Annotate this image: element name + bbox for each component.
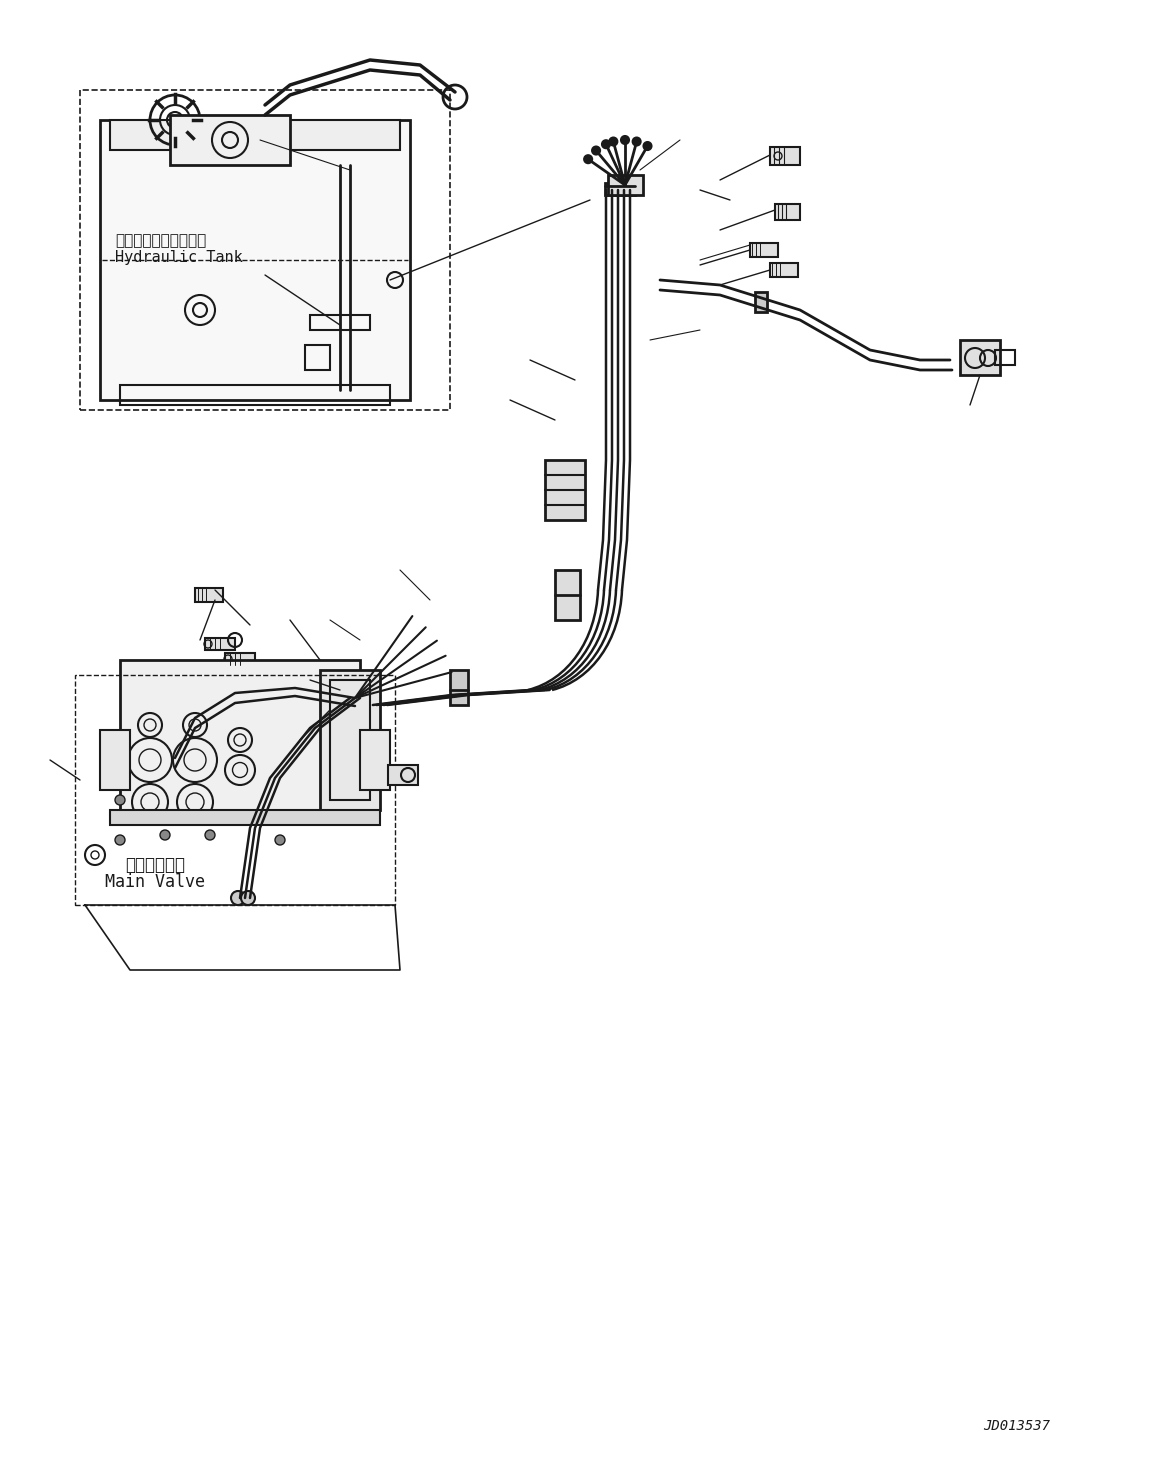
Circle shape <box>609 137 618 146</box>
Bar <box>770 147 800 165</box>
Bar <box>170 115 290 165</box>
Circle shape <box>115 835 124 845</box>
Bar <box>545 460 585 520</box>
Bar <box>755 292 768 312</box>
Bar <box>224 653 255 664</box>
Text: ハイドロリックタンク: ハイドロリックタンク <box>115 234 206 248</box>
Text: メインバルブ: メインバルブ <box>124 856 185 875</box>
Bar <box>120 660 361 821</box>
Bar <box>120 385 390 404</box>
Bar <box>80 91 450 410</box>
Bar <box>775 204 800 220</box>
Text: Main Valve: Main Valve <box>105 873 205 891</box>
Bar <box>996 350 1015 365</box>
Bar <box>74 675 395 905</box>
Circle shape <box>584 155 592 164</box>
Bar <box>320 670 380 810</box>
Bar <box>305 345 330 369</box>
Circle shape <box>115 796 124 804</box>
Bar <box>750 242 778 257</box>
Bar <box>345 683 365 712</box>
Bar <box>361 730 390 790</box>
Circle shape <box>602 140 609 149</box>
Text: Hydraulic Tank: Hydraulic Tank <box>115 250 243 266</box>
Circle shape <box>274 835 285 845</box>
Bar <box>770 263 798 277</box>
Bar <box>388 765 418 785</box>
Text: JD013537: JD013537 <box>983 1419 1050 1434</box>
Bar <box>110 120 400 150</box>
Bar <box>311 315 370 330</box>
Circle shape <box>160 829 170 840</box>
Bar <box>330 680 370 800</box>
Bar <box>959 340 1000 375</box>
Circle shape <box>643 142 651 150</box>
Bar <box>205 638 235 650</box>
Circle shape <box>205 829 215 840</box>
Bar <box>555 569 580 620</box>
Bar <box>100 730 130 790</box>
Circle shape <box>621 136 629 145</box>
Bar <box>450 670 468 705</box>
Bar <box>195 588 223 602</box>
Bar <box>164 755 180 771</box>
Bar <box>100 120 411 400</box>
Bar <box>110 810 380 825</box>
Circle shape <box>633 137 641 146</box>
Circle shape <box>231 891 245 905</box>
Circle shape <box>241 891 255 905</box>
Circle shape <box>592 146 600 155</box>
Bar <box>605 182 635 196</box>
Bar <box>608 175 643 196</box>
